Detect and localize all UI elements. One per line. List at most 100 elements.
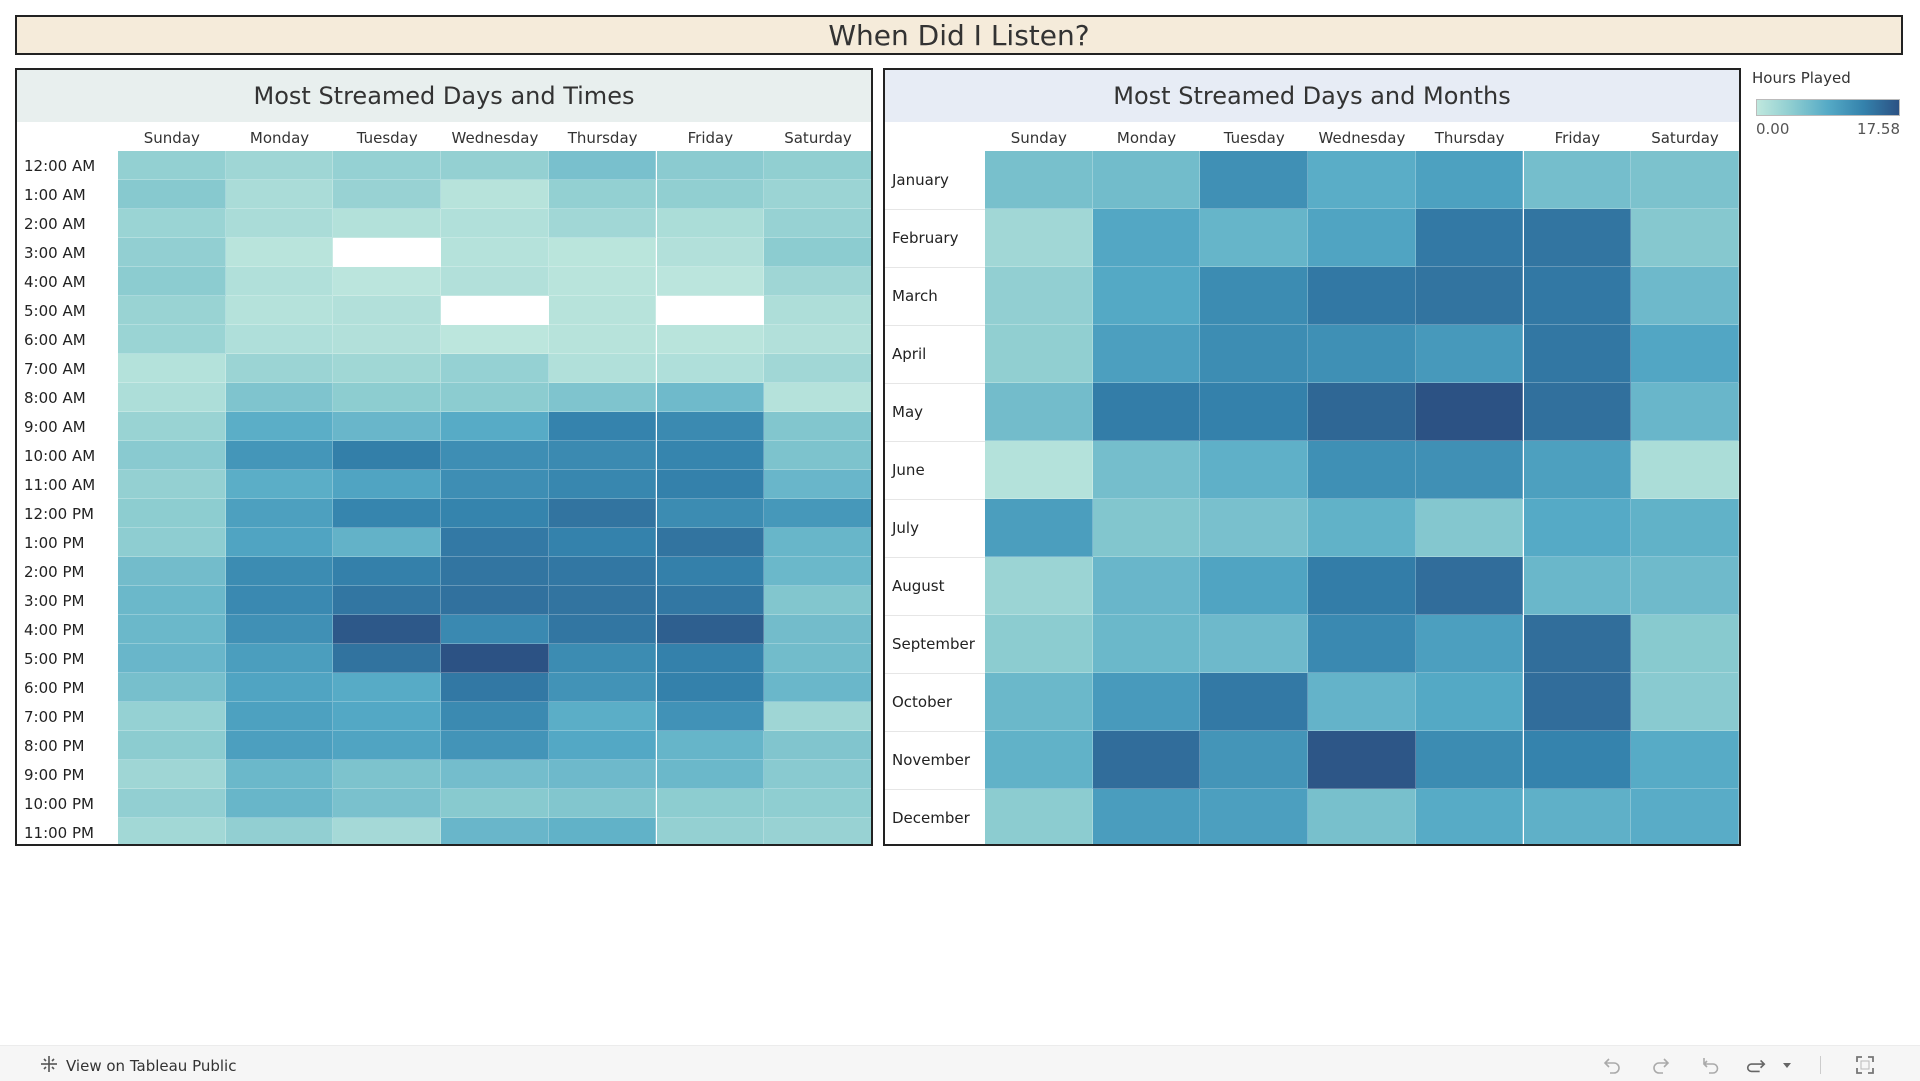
heatmap-cell[interactable] [225, 354, 334, 383]
view-on-tableau-public-link[interactable]: View on Tableau Public [40, 1055, 236, 1077]
heatmap-cell[interactable] [1200, 615, 1309, 673]
heatmap-cell[interactable] [225, 818, 334, 844]
heatmap-cell[interactable] [1308, 267, 1416, 325]
heatmap-cell[interactable] [1415, 499, 1524, 557]
heatmap-cell[interactable] [656, 760, 765, 789]
heatmap-cell[interactable] [441, 731, 549, 760]
heatmap-cell[interactable] [1523, 441, 1632, 499]
heatmap-cell[interactable] [333, 151, 442, 180]
heatmap-cell[interactable] [656, 586, 765, 615]
heatmap-cell[interactable] [1308, 325, 1416, 383]
heatmap-cell[interactable] [985, 557, 1093, 615]
heatmap-cell[interactable] [764, 296, 871, 325]
undo-icon[interactable] [1601, 1054, 1623, 1076]
heatmap-cell[interactable] [764, 441, 871, 470]
heatmap-cell[interactable] [656, 673, 765, 702]
heatmap-cell[interactable] [764, 789, 871, 818]
heatmap-cell[interactable] [548, 673, 657, 702]
heatmap-cell[interactable] [548, 528, 657, 557]
heatmap-cell[interactable] [333, 818, 442, 844]
heatmap-cell[interactable] [764, 586, 871, 615]
heatmap-cell[interactable] [1308, 383, 1416, 441]
heatmap-cell[interactable] [225, 586, 334, 615]
heatmap-cell[interactable] [118, 615, 226, 644]
heatmap-cell[interactable] [548, 267, 657, 296]
heatmap-cell[interactable] [764, 644, 871, 673]
heatmap-cell[interactable] [333, 789, 442, 818]
heatmap-cell[interactable] [441, 586, 549, 615]
heatmap-cell[interactable] [441, 615, 549, 644]
heatmap-cell[interactable] [1308, 557, 1416, 615]
heatmap-cell[interactable] [1415, 557, 1524, 615]
heatmap-cell[interactable] [225, 760, 334, 789]
heatmap-cell[interactable] [548, 586, 657, 615]
heatmap-cell[interactable] [656, 238, 765, 267]
heatmap-cell[interactable] [333, 441, 442, 470]
heatmap-cell[interactable] [1200, 267, 1309, 325]
heatmap-cell[interactable] [1200, 731, 1309, 789]
heatmap-cell[interactable] [548, 238, 657, 267]
heatmap-cell[interactable] [1092, 151, 1201, 209]
heatmap-cell[interactable] [441, 789, 549, 818]
heatmap-cell[interactable] [1523, 789, 1632, 844]
heatmap-cell[interactable] [225, 615, 334, 644]
heatmap-cell[interactable] [441, 644, 549, 673]
heatmap-cell[interactable] [656, 528, 765, 557]
heatmap-cell[interactable] [118, 528, 226, 557]
heatmap-cell[interactable] [225, 238, 334, 267]
heatmap-cell[interactable] [333, 470, 442, 499]
heatmap-cell[interactable] [118, 383, 226, 412]
heatmap-cell[interactable] [764, 499, 871, 528]
heatmap-cell[interactable] [118, 296, 226, 325]
heatmap-cell[interactable] [441, 818, 549, 844]
heatmap-cell[interactable] [985, 615, 1093, 673]
heatmap-cell[interactable] [548, 818, 657, 844]
heatmap-cell[interactable] [1523, 557, 1632, 615]
share-icon[interactable] [1745, 1054, 1767, 1076]
heatmap-cell[interactable] [764, 470, 871, 499]
heatmap-cell[interactable] [441, 470, 549, 499]
heatmap-cell[interactable] [1415, 209, 1524, 267]
heatmap-cell[interactable] [1308, 615, 1416, 673]
heatmap-cell[interactable] [333, 325, 442, 354]
heatmap-cell[interactable] [1200, 325, 1309, 383]
heatmap-cell[interactable] [333, 383, 442, 412]
heatmap-cell[interactable] [118, 731, 226, 760]
heatmap-cell[interactable] [1200, 383, 1309, 441]
heatmap-cell[interactable] [118, 818, 226, 844]
heatmap-cell[interactable] [1631, 557, 1739, 615]
heatmap-cell[interactable] [985, 499, 1093, 557]
heatmap-cell[interactable] [118, 412, 226, 441]
heatmap-cell[interactable] [548, 499, 657, 528]
heatmap-cell[interactable] [225, 499, 334, 528]
heatmap-cell[interactable] [225, 731, 334, 760]
heatmap-cell[interactable] [1308, 441, 1416, 499]
heatmap-cell[interactable] [225, 644, 334, 673]
heatmap-cell[interactable] [548, 180, 657, 209]
heatmap-cell[interactable] [333, 209, 442, 238]
heatmap-cell[interactable] [548, 209, 657, 238]
heatmap-cell[interactable] [118, 209, 226, 238]
heatmap-cell[interactable] [1200, 209, 1309, 267]
heatmap-cell[interactable] [548, 325, 657, 354]
heatmap-cell[interactable] [1092, 557, 1201, 615]
heatmap-cell[interactable] [1092, 267, 1201, 325]
heatmap-cell[interactable] [985, 441, 1093, 499]
heatmap-cell[interactable] [118, 354, 226, 383]
heatmap-cell[interactable] [1523, 383, 1632, 441]
heatmap-cell[interactable] [1631, 209, 1739, 267]
heatmap-cell[interactable] [333, 354, 442, 383]
heatmap-cell[interactable] [333, 180, 442, 209]
heatmap-cell[interactable] [333, 731, 442, 760]
heatmap-cell[interactable] [225, 470, 334, 499]
heatmap-cell[interactable] [656, 412, 765, 441]
heatmap-cell[interactable] [1631, 383, 1739, 441]
heatmap-cell[interactable] [985, 325, 1093, 383]
heatmap-cell[interactable] [333, 296, 442, 325]
heatmap-cell[interactable] [1092, 441, 1201, 499]
heatmap-cell[interactable] [548, 702, 657, 731]
heatmap-cell[interactable] [441, 354, 549, 383]
heatmap-cell[interactable] [656, 818, 765, 844]
heatmap-cell[interactable] [225, 180, 334, 209]
heatmap-cell[interactable] [764, 760, 871, 789]
